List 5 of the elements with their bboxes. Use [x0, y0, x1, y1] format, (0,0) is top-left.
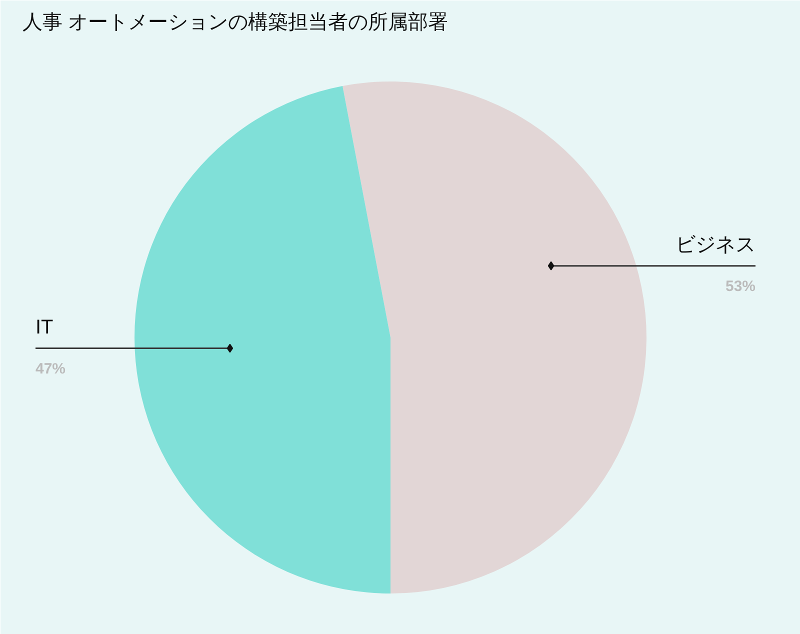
slice-label: ビジネス	[676, 234, 756, 256]
chart-title: 人事 オートメーションの構築担当者の所属部署	[22, 12, 448, 34]
slice-label: IT	[36, 316, 54, 338]
data-label: 47%	[36, 360, 66, 378]
data-label: 53%	[725, 278, 756, 295]
